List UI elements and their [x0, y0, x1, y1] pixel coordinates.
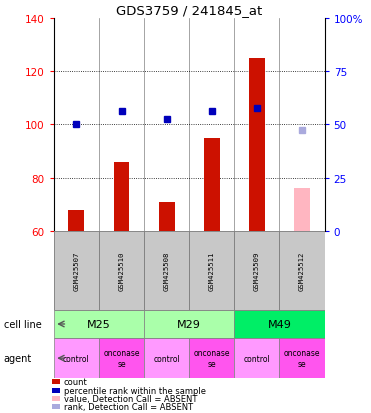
Bar — [279, 339, 325, 378]
Text: control: control — [153, 354, 180, 363]
Bar — [204, 138, 220, 231]
Text: agent: agent — [4, 353, 32, 363]
Bar — [144, 310, 234, 339]
Text: count: count — [64, 377, 88, 387]
Bar — [249, 59, 265, 231]
Bar — [54, 339, 99, 378]
Bar — [234, 310, 325, 339]
Bar — [159, 202, 174, 231]
Bar — [189, 231, 234, 310]
Bar — [99, 231, 144, 310]
Bar — [54, 231, 99, 310]
Text: onconase
se: onconase se — [103, 349, 140, 368]
Text: M25: M25 — [87, 319, 111, 329]
Bar — [234, 339, 279, 378]
Bar — [69, 210, 84, 231]
Text: control: control — [63, 354, 90, 363]
Text: GSM425510: GSM425510 — [118, 251, 125, 290]
Bar — [144, 231, 189, 310]
Bar — [189, 339, 234, 378]
Text: percentile rank within the sample: percentile rank within the sample — [64, 386, 206, 395]
Bar — [294, 189, 310, 231]
Text: GSM425511: GSM425511 — [209, 251, 215, 290]
Text: rank, Detection Call = ABSENT: rank, Detection Call = ABSENT — [64, 402, 193, 411]
Text: GSM425508: GSM425508 — [164, 251, 170, 290]
Bar — [279, 231, 325, 310]
Text: GSM425507: GSM425507 — [73, 251, 79, 290]
Text: onconase
se: onconase se — [284, 349, 320, 368]
Text: M49: M49 — [267, 319, 292, 329]
Bar — [234, 231, 279, 310]
Text: GSM425512: GSM425512 — [299, 251, 305, 290]
Bar — [114, 162, 129, 231]
Bar — [54, 310, 144, 339]
Bar — [99, 339, 144, 378]
Text: control: control — [243, 354, 270, 363]
Text: GSM425509: GSM425509 — [254, 251, 260, 290]
Text: value, Detection Call = ABSENT: value, Detection Call = ABSENT — [64, 394, 197, 403]
Bar — [144, 339, 189, 378]
Text: M29: M29 — [177, 319, 201, 329]
Text: cell line: cell line — [4, 319, 42, 329]
Text: onconase
se: onconase se — [194, 349, 230, 368]
Title: GDS3759 / 241845_at: GDS3759 / 241845_at — [116, 5, 262, 17]
